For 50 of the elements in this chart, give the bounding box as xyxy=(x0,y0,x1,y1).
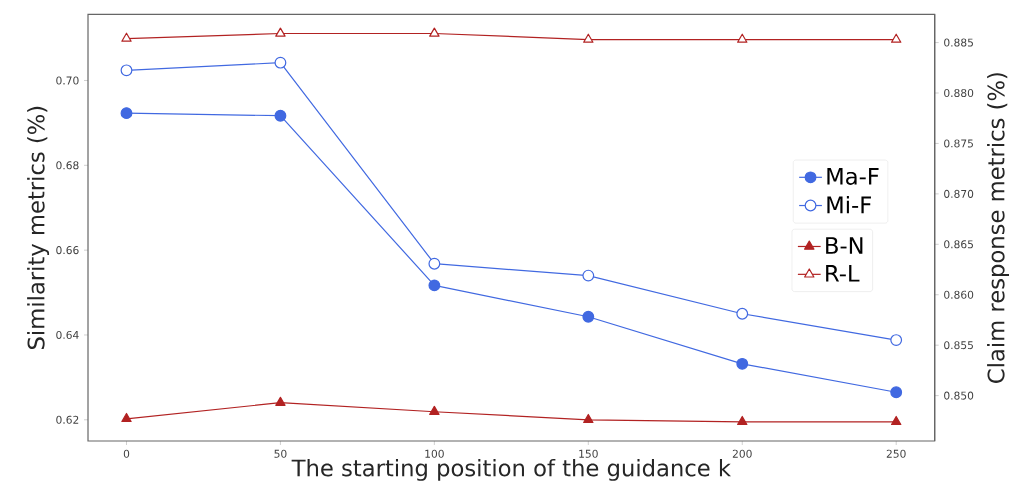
point xyxy=(890,334,903,346)
x-tick-label: 100 xyxy=(425,449,444,458)
x-tick-label: 250 xyxy=(886,449,906,458)
point xyxy=(890,33,902,43)
y-tick-label: 0.62 xyxy=(56,415,79,424)
point xyxy=(121,412,132,423)
point xyxy=(583,413,594,424)
legend-label: B-N xyxy=(826,237,863,254)
legend-label: Ma-F xyxy=(827,168,879,185)
x-tick-label: 0 xyxy=(123,449,130,458)
y-axis-title: Similarity metrics (%) xyxy=(27,106,50,349)
point xyxy=(274,56,287,69)
legend-label: R-L xyxy=(826,265,860,282)
point xyxy=(582,310,595,323)
point xyxy=(737,415,748,426)
point xyxy=(582,269,595,282)
point xyxy=(275,396,286,406)
y2-tick-label: 0.850 xyxy=(944,391,974,400)
x-axis-title: The starting position of the guidance k xyxy=(291,458,731,481)
y2-tick-label: 0.870 xyxy=(944,189,974,198)
point xyxy=(120,107,133,120)
y2-tick-label: 0.880 xyxy=(944,88,974,98)
y-tick-label: 0.64 xyxy=(56,330,79,339)
y2-tick-label: 0.885 xyxy=(944,38,973,47)
point xyxy=(121,32,132,42)
legend-label: Mi-F xyxy=(827,195,871,214)
point xyxy=(429,27,440,37)
y-tick-label: 0.70 xyxy=(56,76,79,85)
point xyxy=(429,405,440,416)
y2-tick-label: 0.860 xyxy=(944,290,974,299)
point xyxy=(274,109,287,122)
x-tick-label: 200 xyxy=(732,449,752,458)
y2-tick-label: 0.865 xyxy=(944,240,973,249)
point xyxy=(428,257,441,270)
point xyxy=(737,33,748,43)
y2-axis-title: Claim response metrics (%) xyxy=(987,73,1010,383)
x-tick-label: 150 xyxy=(579,449,598,458)
point xyxy=(428,279,441,292)
point xyxy=(890,415,902,426)
point xyxy=(736,307,749,320)
point xyxy=(890,386,903,399)
x-tick-label: 50 xyxy=(274,449,287,458)
point xyxy=(120,64,133,77)
y-tick-label: 0.68 xyxy=(56,161,79,170)
point xyxy=(275,27,286,37)
y2-tick-label: 0.875 xyxy=(944,139,973,148)
y2-tick-label: 0.855 xyxy=(944,341,973,350)
point xyxy=(736,357,749,370)
y-tick-label: 0.66 xyxy=(56,246,79,255)
point xyxy=(583,33,594,43)
